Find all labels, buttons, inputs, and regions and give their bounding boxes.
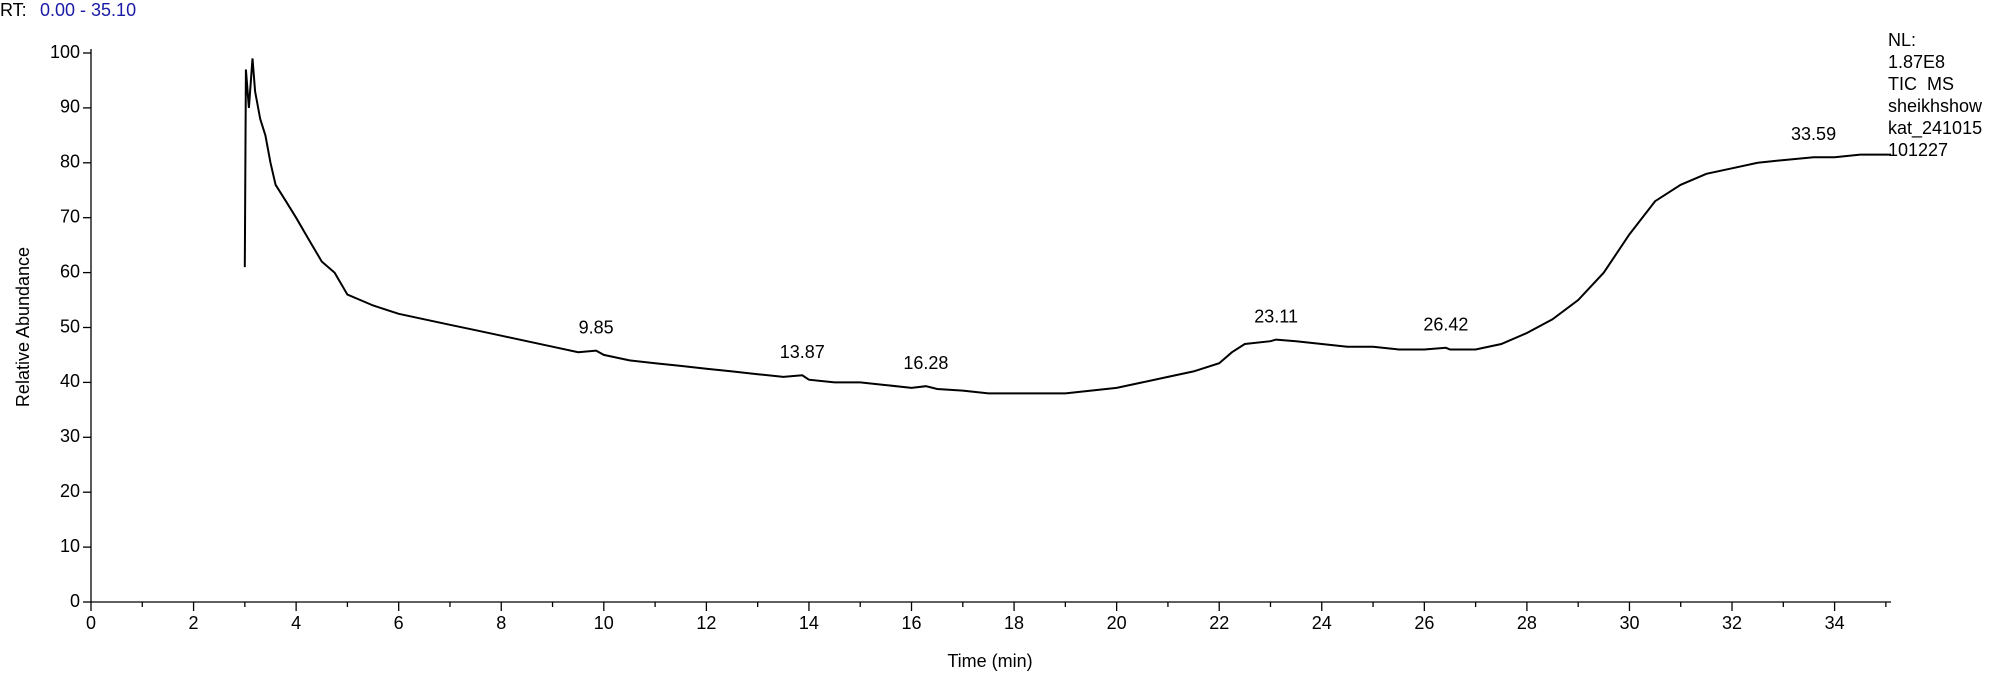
peak-label: 13.87 xyxy=(780,342,825,362)
x-tick-label: 22 xyxy=(1209,613,1229,633)
x-axis-label: Time (min) xyxy=(947,651,1032,671)
x-tick-label: 12 xyxy=(696,613,716,633)
y-tick-label: 10 xyxy=(60,536,80,556)
x-tick-label: 32 xyxy=(1722,613,1742,633)
peak-label: 23.11 xyxy=(1254,306,1298,326)
y-tick-label: 0 xyxy=(70,591,80,611)
y-tick-label: 80 xyxy=(60,152,80,172)
y-tick-label: 50 xyxy=(60,316,80,336)
side-label: sheikhshow xyxy=(1888,96,1983,116)
side-label: TIC MS xyxy=(1888,74,1954,94)
x-tick-label: 26 xyxy=(1414,613,1434,633)
x-tick-label: 14 xyxy=(799,613,819,633)
x-tick-label: 18 xyxy=(1004,613,1024,633)
peak-label: 9.85 xyxy=(579,317,614,337)
y-tick-label: 100 xyxy=(50,42,80,62)
x-tick-label: 10 xyxy=(594,613,614,633)
side-label: NL: xyxy=(1888,30,1916,50)
x-tick-label: 28 xyxy=(1517,613,1537,633)
x-tick-label: 4 xyxy=(291,613,301,633)
x-tick-label: 6 xyxy=(394,613,404,633)
x-tick-label: 30 xyxy=(1619,613,1639,633)
y-tick-label: 90 xyxy=(60,97,80,117)
y-tick-label: 30 xyxy=(60,426,80,446)
y-axis-label: Relative Abundance xyxy=(13,247,33,407)
x-tick-label: 2 xyxy=(189,613,199,633)
rt-range: 0.00 - 35.10 xyxy=(40,0,136,20)
x-tick-label: 16 xyxy=(901,613,921,633)
peak-label: 33.59 xyxy=(1791,124,1836,144)
side-label: 101227 xyxy=(1888,140,1948,160)
rt-label: RT: xyxy=(0,0,27,20)
x-tick-label: 8 xyxy=(496,613,506,633)
y-tick-label: 40 xyxy=(60,371,80,391)
y-tick-label: 60 xyxy=(60,261,80,281)
y-tick-label: 20 xyxy=(60,481,80,501)
side-label: 1.87E8 xyxy=(1888,52,1945,72)
peak-label: 26.42 xyxy=(1423,315,1468,335)
x-tick-label: 34 xyxy=(1825,613,1845,633)
y-tick-label: 70 xyxy=(60,206,80,226)
x-tick-label: 20 xyxy=(1107,613,1127,633)
trace xyxy=(243,58,1891,395)
x-tick-label: 0 xyxy=(86,613,96,633)
peak-label: 16.28 xyxy=(903,353,948,373)
side-label: kat_241015 xyxy=(1888,118,1982,139)
x-tick-label: 24 xyxy=(1312,613,1332,633)
